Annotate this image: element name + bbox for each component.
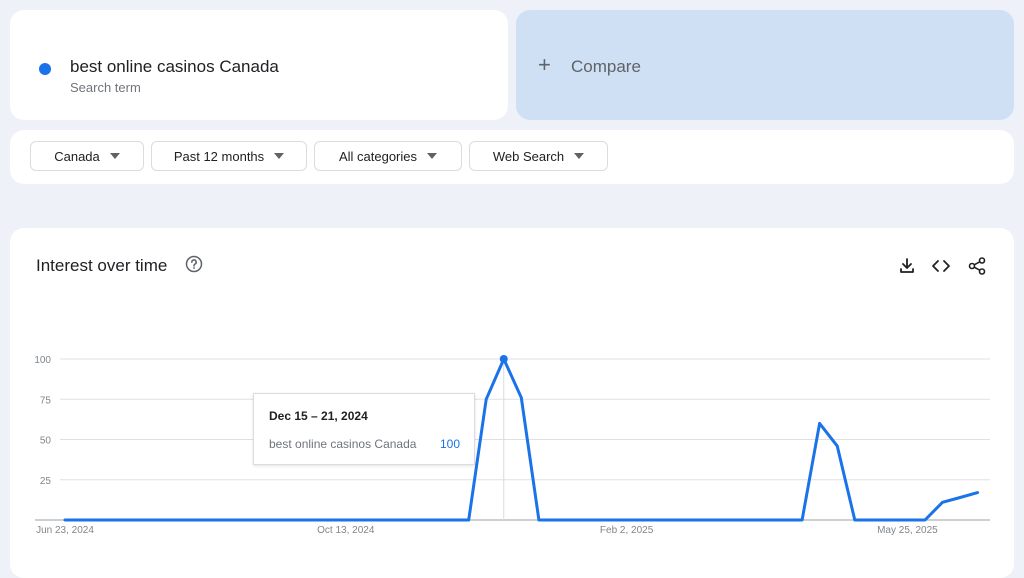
chart-tooltip: Dec 15 – 21, 2024 best online casinos Ca…	[253, 393, 475, 465]
x-tick-label: Jun 23, 2024	[36, 525, 94, 536]
search-term-card[interactable]: best online casinos Canada Search term	[10, 10, 508, 120]
embed-code-icon[interactable]	[931, 256, 951, 276]
plus-icon: +	[538, 52, 551, 77]
search-term-type: Search term	[70, 80, 141, 95]
series-line	[63, 357, 980, 522]
caret-down-icon	[274, 153, 285, 159]
time-range-dropdown-label: Past 12 months	[173, 148, 265, 164]
tooltip-date: Dec 15 – 21, 2024	[269, 409, 368, 423]
region-dropdown-label: Canada	[54, 148, 100, 164]
tooltip-value: 100	[439, 437, 460, 451]
time-range-dropdown[interactable]: Past 12 months	[151, 141, 307, 171]
search-type-dropdown-label: Web Search	[492, 148, 565, 164]
filter-bar: Canada Past 12 months All categories Web…	[10, 130, 1014, 184]
help-icon[interactable]	[185, 255, 203, 273]
y-tick-label: 100	[34, 355, 51, 366]
x-tick-label: May 25, 2025	[877, 525, 938, 536]
category-dropdown[interactable]: All categories	[314, 141, 462, 171]
region-dropdown[interactable]: Canada	[30, 141, 144, 171]
search-type-dropdown[interactable]: Web Search	[469, 141, 608, 171]
series-color-dot	[39, 63, 51, 75]
share-icon[interactable]	[967, 256, 987, 276]
download-icon[interactable]	[897, 256, 917, 276]
caret-down-icon	[574, 153, 585, 159]
tooltip-term: best online casinos Canada	[269, 437, 417, 451]
highlighted-data-point	[499, 355, 508, 363]
compare-label: Compare	[571, 57, 641, 76]
x-tick-label: Oct 13, 2024	[317, 525, 375, 536]
y-tick-label: 25	[40, 476, 52, 487]
caret-down-icon	[109, 153, 120, 159]
interest-over-time-title: Interest over time	[36, 256, 168, 275]
caret-down-icon	[427, 153, 438, 159]
y-tick-label: 50	[40, 436, 52, 447]
y-tick-label: 75	[40, 395, 52, 406]
category-dropdown-label: All categories	[338, 148, 418, 164]
compare-button[interactable]: + Compare	[516, 10, 1014, 120]
search-term-label[interactable]: best online casinos Canada	[70, 57, 279, 76]
x-tick-label: Feb 2, 2025	[600, 525, 654, 536]
